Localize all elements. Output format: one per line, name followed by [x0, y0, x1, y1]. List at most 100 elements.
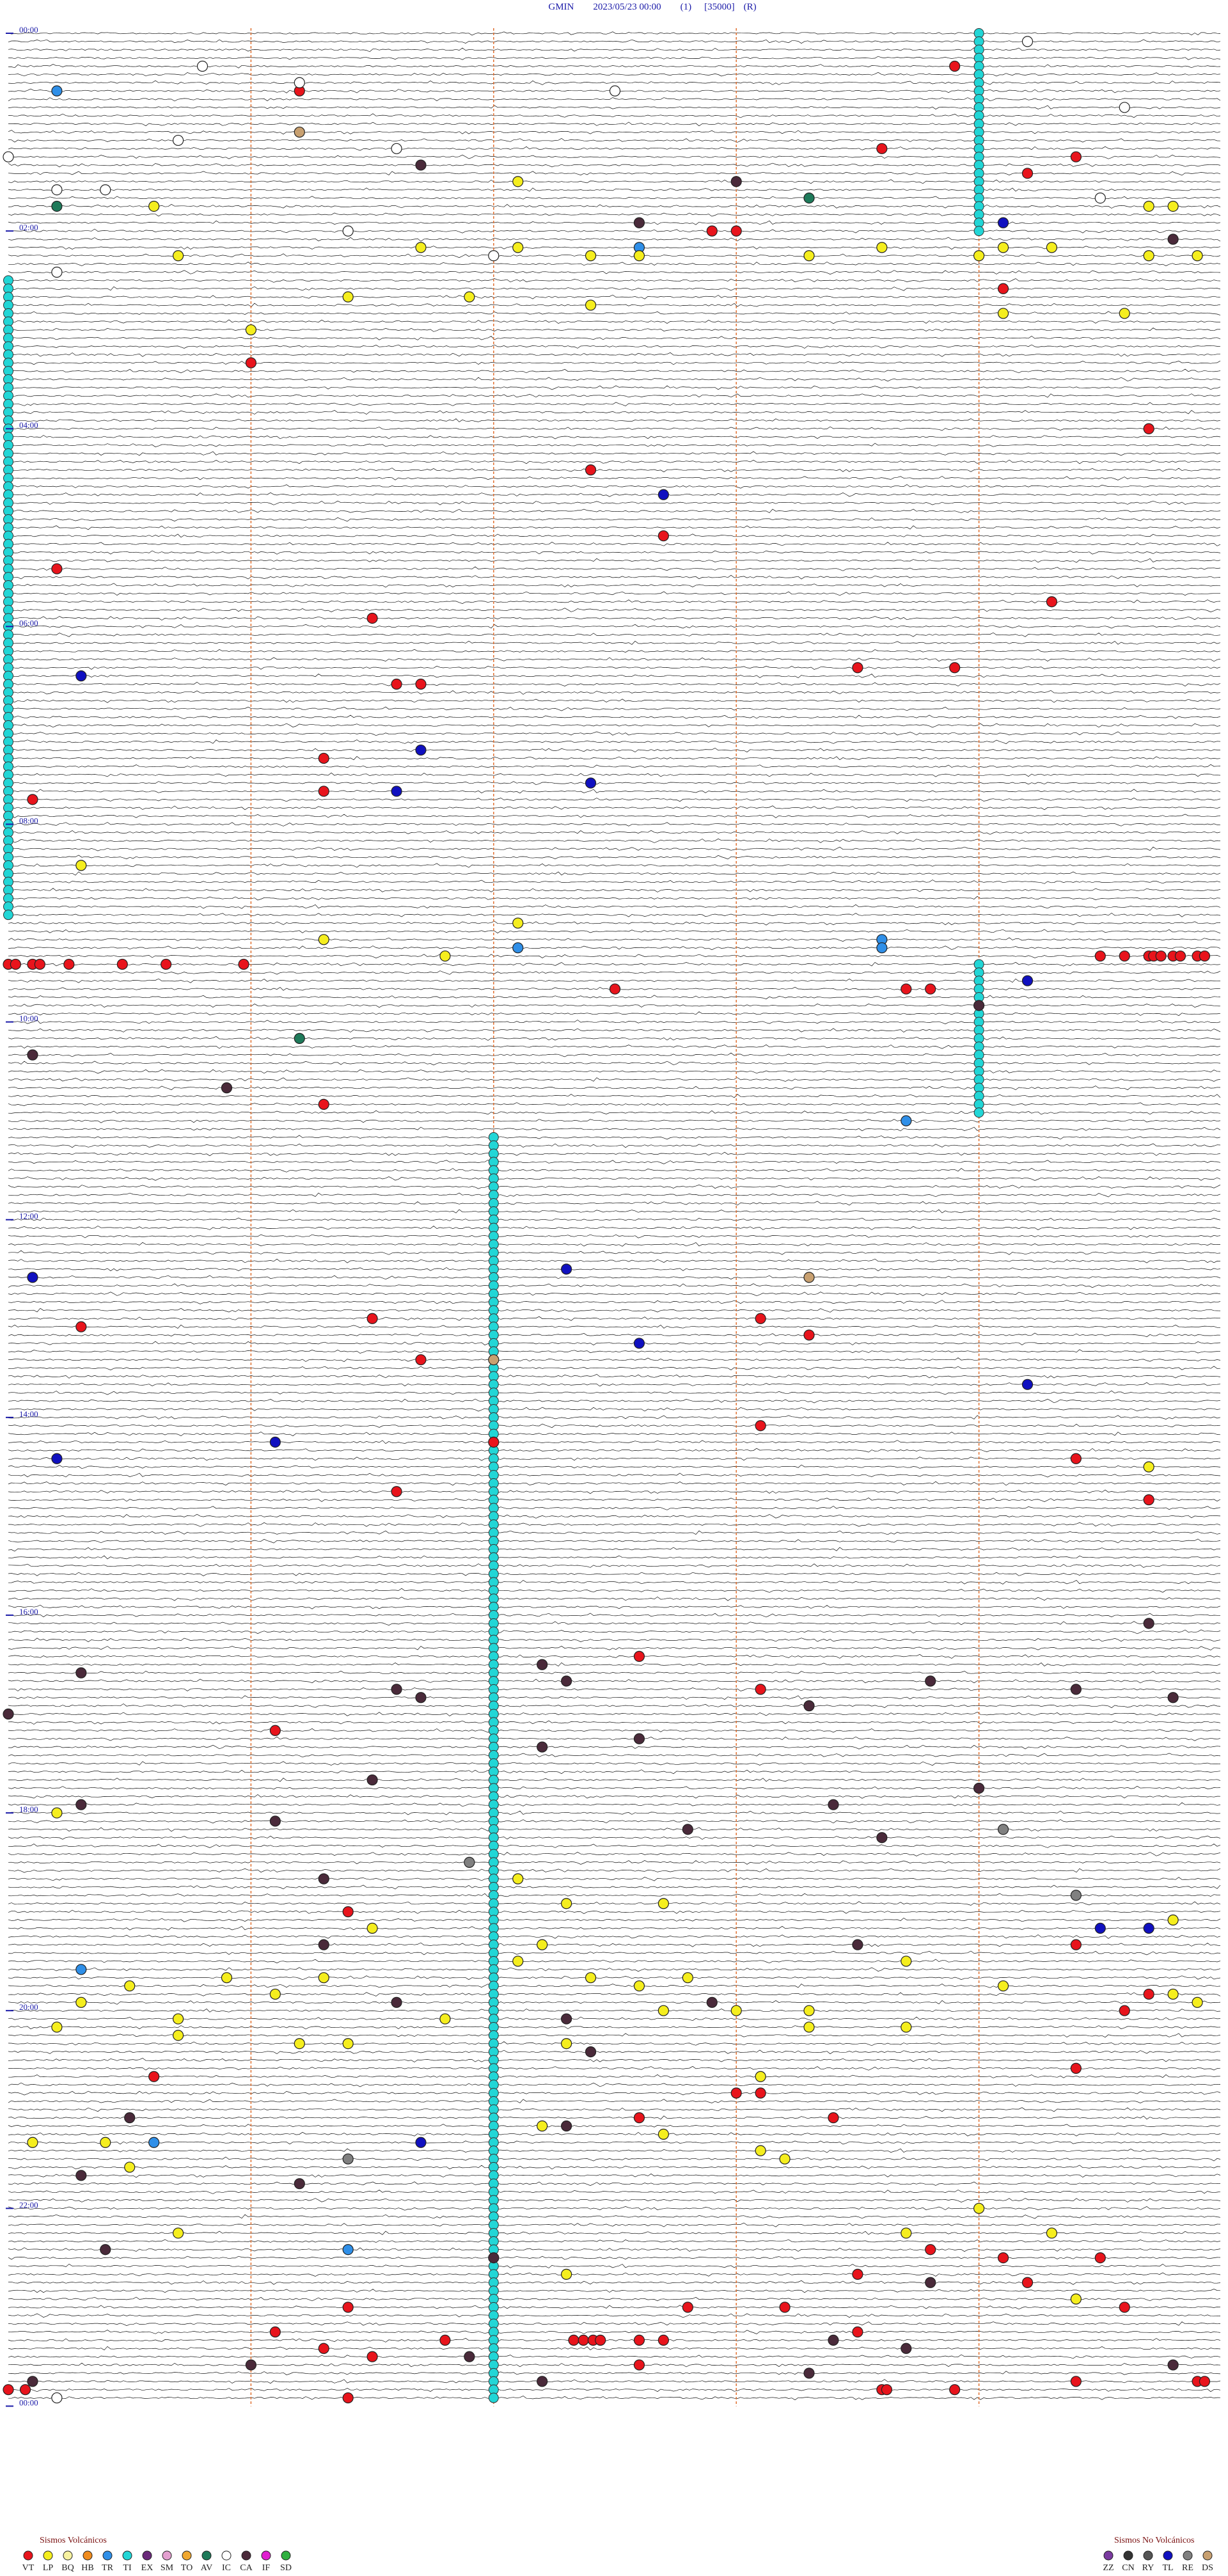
event-mark [75, 860, 87, 871]
event-mark [925, 983, 936, 995]
legend: Sismos Volcánicos Sismos No Volcánicos V… [22, 2536, 1213, 2573]
trace [8, 294, 1221, 299]
tremor-mark [973, 1107, 984, 1118]
event-mark [803, 1700, 815, 1712]
event-mark [633, 1650, 645, 1662]
trace [8, 2396, 1221, 2401]
trace [8, 80, 1221, 85]
trace [8, 286, 1221, 291]
hour-label: 08:00 [19, 816, 38, 825]
trace [8, 1827, 1221, 1832]
event-mark [221, 1082, 233, 1094]
event-mark [1143, 200, 1154, 212]
code: [35000] [704, 2, 735, 12]
trace [8, 2321, 1221, 2326]
event-mark [1143, 1988, 1154, 2000]
trace [8, 1588, 1221, 1593]
trace [8, 1086, 1221, 1091]
event-mark [51, 266, 63, 278]
trace [8, 1102, 1221, 1106]
trace [8, 500, 1221, 505]
trace [8, 640, 1221, 645]
trace [8, 2362, 1221, 2367]
trace [8, 1819, 1221, 1824]
event-mark [124, 2112, 136, 2124]
legend-label: LP [43, 2563, 54, 2573]
trace [8, 2148, 1221, 2153]
event-mark [561, 2120, 572, 2132]
trace [8, 418, 1221, 423]
event-mark [657, 2005, 669, 2016]
event-mark [730, 176, 742, 187]
trace [8, 2025, 1221, 2030]
trace [8, 690, 1221, 695]
event-mark [3, 1708, 14, 1720]
trace [8, 319, 1220, 324]
trace [8, 731, 1221, 736]
trace [8, 303, 1221, 307]
event-mark [318, 1939, 329, 1950]
trace [8, 855, 1221, 860]
trace [8, 56, 1221, 60]
trace [8, 1778, 1221, 1782]
event-mark [633, 1980, 645, 1992]
trace [8, 1547, 1221, 1552]
trace [8, 1802, 1221, 1807]
trace [8, 1011, 1221, 1016]
trace [8, 1975, 1221, 1980]
event-mark [366, 1774, 378, 1786]
trace [8, 1192, 1221, 1197]
trace [8, 1868, 1221, 1873]
legend-label: TR [102, 2563, 114, 2573]
legend-label: TI [123, 2563, 132, 2573]
trace [8, 1942, 1221, 1947]
trace [8, 47, 1221, 52]
trace [8, 1217, 1221, 1221]
trace [8, 138, 1221, 143]
event-mark [706, 1996, 718, 2008]
trace [8, 1901, 1221, 1906]
event-mark [973, 2202, 985, 2214]
trace [8, 1959, 1221, 1964]
trace [8, 1967, 1221, 1972]
legend-swatch [1163, 2550, 1173, 2561]
legend-swatch [1202, 2550, 1213, 2561]
trace [8, 352, 1221, 357]
event-mark [609, 983, 621, 995]
event-mark [633, 1733, 645, 1744]
trace [8, 1885, 1221, 1890]
event-mark [1155, 950, 1167, 962]
hour-label: 00:00 [19, 2398, 38, 2407]
event-mark [997, 308, 1009, 319]
event-mark [561, 2038, 572, 2050]
event-mark [75, 1996, 87, 2008]
trace [8, 978, 1221, 983]
trace [8, 1250, 1221, 1255]
event-mark [803, 250, 815, 262]
trace [8, 1877, 1221, 1881]
legend-label: EX [141, 2563, 154, 2573]
trace [8, 1638, 1221, 1643]
event-mark [1094, 193, 1106, 204]
trace [8, 476, 1221, 480]
event-mark [51, 2392, 63, 2404]
event-mark [997, 2252, 1009, 2264]
trace [8, 2239, 1221, 2243]
event-mark [75, 1799, 87, 1810]
trace [8, 1613, 1220, 1618]
trace [8, 2231, 1221, 2235]
trace [8, 1703, 1221, 1709]
trace [8, 649, 1221, 653]
trace [8, 1950, 1221, 1956]
legend-swatch [23, 2550, 33, 2561]
legend-label: AV [201, 2563, 212, 2573]
trace [8, 525, 1221, 530]
event-mark [755, 1313, 766, 1324]
event-mark [682, 1972, 693, 1984]
hour-label: 06:00 [19, 618, 38, 628]
trace [8, 904, 1221, 909]
event-mark [439, 2013, 451, 2025]
event-mark [1143, 1494, 1154, 1506]
